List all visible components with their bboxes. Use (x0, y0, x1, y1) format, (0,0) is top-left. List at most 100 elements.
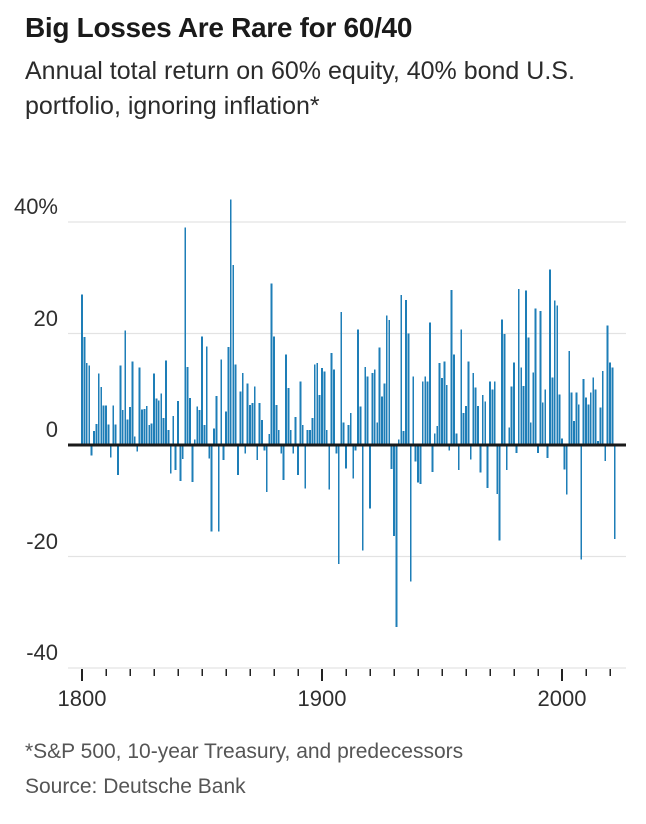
bar-1924 (378, 347, 381, 445)
bar-2021 (611, 367, 614, 445)
bar-1842 (181, 445, 184, 459)
bar-1931 (395, 445, 398, 627)
bar-1918 (364, 366, 367, 445)
bar-1882 (277, 429, 280, 445)
bar-1884 (282, 445, 285, 481)
bar-1898 (316, 363, 319, 445)
x-axis-label-1900: 1900 (297, 686, 347, 711)
bar-1943 (424, 376, 427, 445)
bar-1892 (301, 424, 304, 445)
bar-1863 (232, 264, 235, 445)
bar-1873 (256, 445, 259, 461)
bar-1866 (239, 391, 242, 445)
bar-1894 (306, 429, 309, 445)
bar-1958 (460, 329, 463, 445)
bar-1895 (309, 429, 311, 445)
bar-1869 (246, 383, 249, 445)
bar-1813 (112, 405, 115, 445)
bar-1956 (455, 433, 458, 445)
bar-1989 (534, 308, 537, 445)
bar-1987 (529, 422, 532, 445)
footnote: *S&P 500, 10-year Treasury, and predeces… (25, 740, 464, 763)
bar-1819 (126, 419, 129, 445)
bar-1879 (270, 283, 273, 445)
bar-1845 (189, 398, 191, 445)
bar-1966 (479, 445, 482, 473)
bar-1861 (227, 346, 230, 445)
bar-1910 (345, 445, 347, 469)
bar-1891 (299, 381, 302, 445)
bar-1840 (177, 400, 179, 445)
bar-2002 (565, 445, 568, 495)
bar-1985 (525, 290, 527, 445)
bar-1841 (179, 445, 182, 482)
bar-1835 (165, 360, 167, 445)
bar-1952 (445, 384, 448, 445)
bar-1817 (121, 409, 124, 445)
bar-1820 (129, 407, 131, 445)
bar-1946 (431, 445, 434, 472)
bar-1980 (513, 362, 515, 445)
bar-1986 (527, 337, 530, 445)
bar-1982 (517, 288, 520, 445)
bars (81, 199, 616, 627)
bar-1864 (234, 364, 237, 445)
bar-2008 (580, 445, 583, 560)
bar-1827 (145, 405, 148, 445)
bar-1955 (453, 354, 455, 445)
bar-1911 (347, 424, 350, 445)
bar-1908 (340, 311, 343, 445)
bar-1951 (443, 361, 446, 446)
bar-1852 (205, 346, 208, 445)
bar-1971 (491, 389, 494, 445)
bar-1805 (93, 431, 95, 445)
bar-1981 (515, 445, 518, 453)
bar-2018 (604, 445, 607, 462)
bar-1979 (510, 386, 513, 445)
bar-1984 (522, 385, 525, 445)
bar-1858 (220, 359, 223, 445)
bar-2012 (589, 392, 592, 445)
bar-1834 (162, 418, 165, 445)
bar-1876 (263, 445, 266, 451)
bar-1860 (225, 411, 227, 445)
bar-1942 (421, 381, 424, 445)
bar-1926 (383, 383, 386, 445)
bar-1948 (436, 426, 439, 445)
bar-1830 (153, 373, 155, 445)
bar-1885 (285, 354, 287, 445)
bar-1913 (352, 445, 355, 479)
bar-1881 (275, 404, 278, 445)
bar-1949 (438, 363, 441, 445)
bar-1868 (244, 445, 247, 454)
bar-1957 (457, 445, 460, 471)
bar-2017 (601, 370, 604, 445)
bar-1998 (556, 305, 559, 446)
bar-1923 (376, 422, 379, 445)
bar-1999 (558, 394, 561, 445)
bar-1822 (133, 436, 136, 445)
bar-1974 (498, 445, 501, 541)
bar-1961 (467, 361, 470, 446)
bar-1997 (553, 300, 556, 445)
bar-1804 (90, 445, 93, 456)
bar-1870 (249, 404, 251, 445)
source-line: Source: Deutsche Bank (25, 775, 246, 798)
bar-1939 (414, 445, 417, 462)
bar-1800 (81, 294, 83, 445)
bar-1897 (313, 364, 316, 445)
bar-1933 (400, 295, 403, 445)
bar-1844 (186, 366, 189, 445)
bar-1976 (503, 334, 506, 445)
bar-2010 (585, 397, 587, 445)
bar-1947 (433, 433, 436, 445)
bar-1811 (107, 424, 110, 445)
y-axis-label-neg40: -40 (26, 640, 58, 665)
bar-1816 (119, 365, 122, 445)
bar-1831 (155, 398, 158, 445)
bar-1806 (95, 423, 98, 445)
bar-1959 (462, 413, 465, 445)
chart-title: Big Losses Are Rare for 60/40 (25, 12, 413, 43)
bar-1839 (174, 445, 177, 471)
